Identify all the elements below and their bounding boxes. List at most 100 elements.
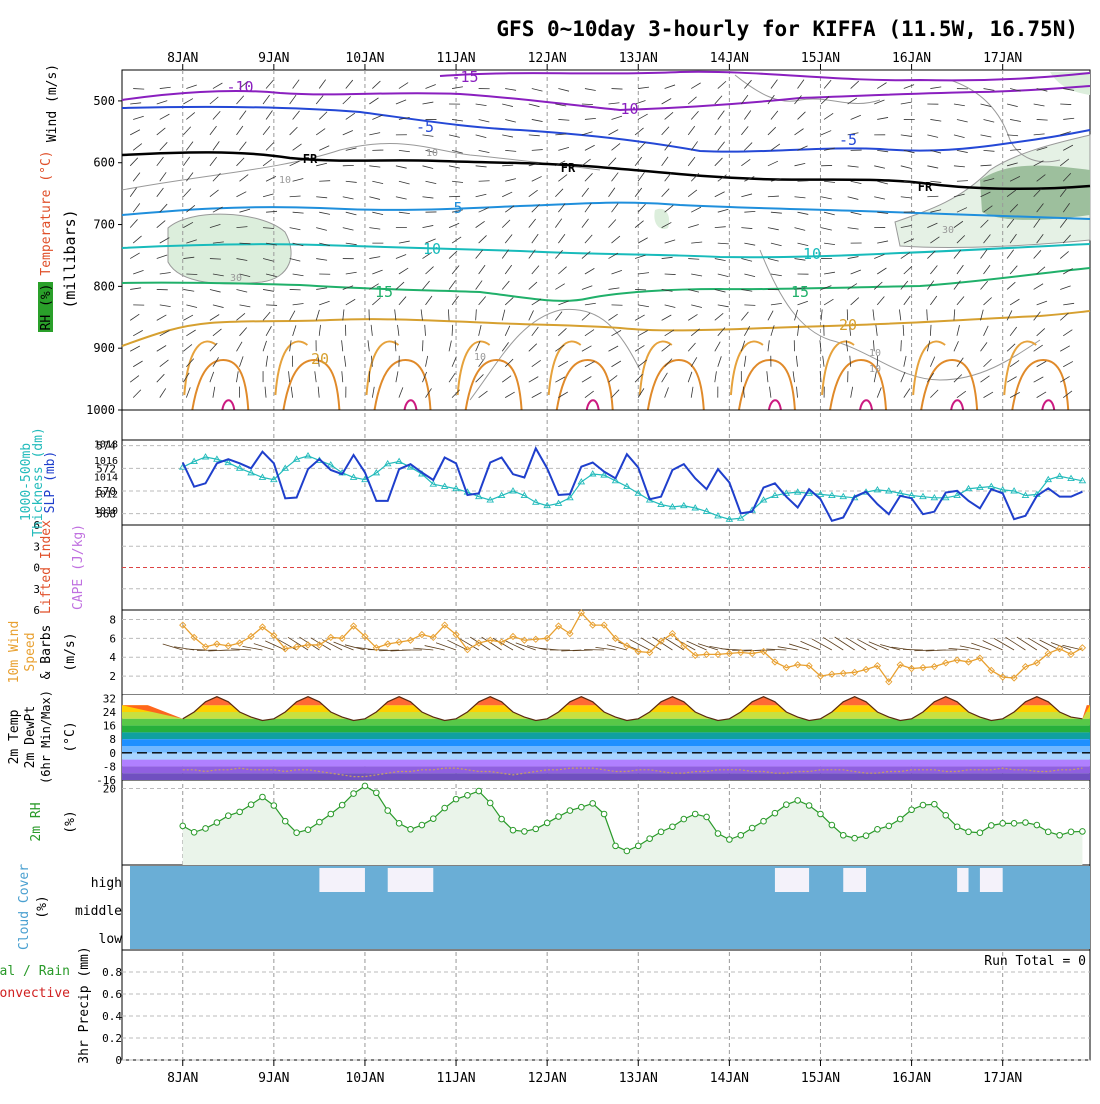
rh2m-point (294, 830, 300, 836)
clear-high-block (775, 868, 809, 892)
temp2m-tick-label: 0 (109, 747, 116, 760)
wind-barb (688, 343, 695, 351)
wind-barb (608, 130, 618, 135)
wind-barb (425, 296, 432, 305)
rh2m-point (715, 831, 721, 837)
wind-barb (877, 387, 881, 397)
wind-barb (665, 387, 669, 397)
wind-barb (1037, 361, 1047, 366)
rh2m-point (260, 794, 266, 800)
wind-barb (130, 346, 140, 351)
wind-barb (505, 392, 514, 398)
wind-barb (608, 346, 618, 351)
wind-barb (691, 111, 698, 119)
rh2m-point (932, 801, 938, 807)
wind-barb (133, 173, 140, 182)
day-label-top: 8JAN (167, 51, 198, 66)
wind-barb (558, 147, 569, 150)
day-label-top: 16JAN (892, 51, 931, 66)
wind-barb (768, 228, 779, 230)
wind-barb (824, 113, 833, 119)
wind-barb (558, 267, 566, 274)
wind-barb (1037, 119, 1048, 120)
day-label-bottom: 12JAN (528, 1071, 567, 1086)
wind10-unit-label: (m/s) (63, 632, 78, 671)
wind-barb (1063, 330, 1072, 336)
wind-barb (133, 390, 141, 398)
wind-barb (157, 346, 166, 352)
wind-barb (558, 89, 569, 92)
wind-barb (479, 325, 481, 336)
wind-barb (290, 228, 301, 230)
wind-barb (635, 315, 645, 320)
wind-barb (239, 209, 250, 212)
wind-barb (662, 189, 670, 197)
wind-barb (767, 371, 768, 382)
wind10-barb (163, 644, 183, 650)
wind-barb (558, 234, 565, 243)
temp-color-band (122, 726, 1090, 733)
panel-precip (122, 950, 1090, 1060)
wind-barb (422, 225, 433, 227)
wind-barb (954, 341, 959, 351)
wind-barb (768, 196, 779, 197)
wind10-barb (698, 644, 718, 650)
wind-barb (368, 340, 369, 351)
wind-barb (133, 203, 140, 212)
lifted-index-axis-label: Lifted Index (39, 520, 54, 614)
wind-barb (452, 237, 461, 243)
wind-barb (263, 95, 270, 104)
isotherm-20 (122, 311, 1090, 346)
rh2m-point (784, 802, 790, 808)
rh2m-point (818, 811, 824, 817)
wind-barb (688, 126, 695, 135)
wind-barb (157, 374, 165, 382)
wind-barb (343, 228, 354, 230)
day-label-bottom: 9JAN (258, 1071, 289, 1086)
wind-barb (608, 219, 615, 227)
rh2m-point (487, 800, 493, 806)
wind-barb (638, 331, 648, 336)
wind-barb (904, 266, 912, 274)
wind-barb (236, 158, 244, 166)
wind-barb (1034, 250, 1041, 258)
temp-color-band (122, 739, 1090, 746)
wind-barb (160, 142, 167, 150)
wind-barb (821, 197, 832, 199)
wind-barb (1010, 266, 1017, 274)
wind-barb (396, 254, 406, 258)
wind-barb (930, 390, 938, 398)
wind-barb (449, 135, 460, 137)
wind-barb (425, 356, 427, 367)
wind-barb (130, 288, 141, 290)
wind-barb (848, 257, 859, 259)
wind-barb (768, 127, 776, 135)
rh2m-point (829, 822, 835, 828)
wind-barb (585, 118, 596, 119)
day-label-top: 10JAN (345, 51, 384, 66)
wind-barb (585, 203, 591, 212)
wind10-barb (994, 638, 1014, 650)
wind-barb (236, 192, 246, 197)
wind-barb (795, 197, 806, 198)
wind-barb (901, 166, 912, 169)
wind-barb (555, 134, 566, 135)
wind-barb (130, 188, 136, 197)
wind-barb (133, 89, 144, 90)
wind-barb (582, 286, 592, 290)
wind-barb (741, 259, 752, 262)
wind-barb (585, 303, 596, 305)
wind-barb (1007, 377, 1017, 383)
rh2m-point (1000, 821, 1006, 827)
wind-barb (502, 165, 513, 166)
wind-barb (476, 104, 487, 106)
isotherm-label: -5 (839, 131, 857, 149)
isotherm-30-cell (222, 400, 234, 410)
wind-barb (346, 272, 357, 274)
isotherm-label: 10 (803, 245, 821, 263)
rh2m-point (282, 818, 288, 824)
wind-barb (266, 356, 268, 367)
wind-barb (768, 311, 773, 321)
wind-barb (744, 243, 755, 245)
rh2m-point (225, 813, 231, 819)
